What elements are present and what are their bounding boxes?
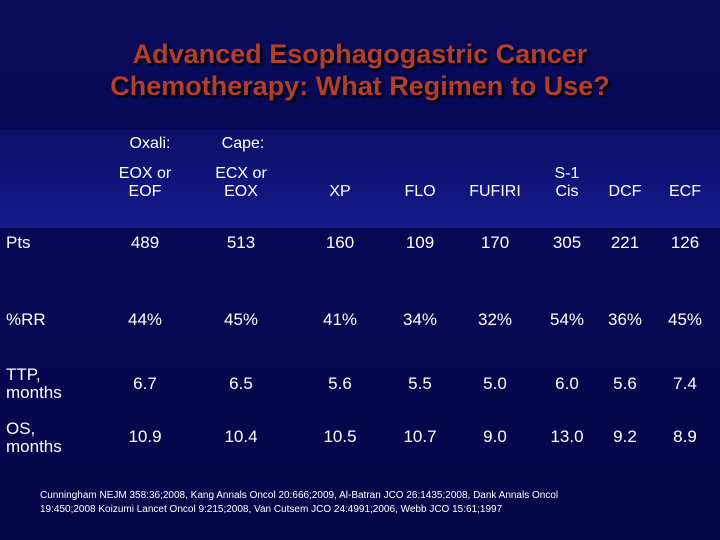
table-cell: 45% [223,310,259,329]
table-cell: 305 [552,233,582,252]
column-header-line: DCF [608,183,642,200]
table-cell: 41% [322,310,358,329]
table-cell: 34% [402,310,438,329]
table-cell: 13.0 [550,427,584,446]
column-header-line: Cis [555,183,579,200]
table-cell: 10.9 [128,427,162,446]
table-header-band [0,130,720,228]
table-cell: 221 [610,233,640,252]
table-cell: 5.6 [613,374,637,393]
table-cell: 6.0 [555,374,579,393]
table-cell: 126 [670,233,700,252]
row-label-line: OS, [6,419,36,438]
table-cell: 489 [130,233,160,252]
table-cell: 9.2 [613,427,637,446]
column-header-s1-cis: S-1 Cis [532,165,602,201]
column-header-line: ECX or [215,165,267,182]
table-cell: 10.4 [224,427,258,446]
column-header-line [300,165,380,183]
row-label-line: months [6,437,62,456]
row-label-line: %RR [6,310,46,329]
group-label-oxali: Oxali: [129,135,171,152]
column-header-line: EOX or [118,165,172,182]
table-cell: 6.7 [133,374,157,393]
table-cell: 109 [405,233,435,252]
table-cell: 170 [480,233,510,252]
column-header-line: ECF [669,183,701,200]
table-cell: 36% [607,310,643,329]
column-header-fufiri: FUFIRI [450,165,540,201]
table-cell: 10.5 [323,427,357,446]
column-header-flo: FLO [380,165,460,201]
column-header-line [380,165,460,183]
table-cell: 45% [667,310,703,329]
column-header-ecf: ECF [650,165,720,201]
row-label-line: months [6,383,62,402]
column-header-line: EOX [224,183,258,200]
table-cell: 5.5 [408,374,432,393]
column-header-line: FLO [404,183,436,200]
slide-title: Advanced Esophagogastric Cancer Chemothe… [0,38,720,102]
table-cell: 8.9 [673,427,697,446]
column-header-line: FUFIRI [469,183,521,200]
table-cell: 6.5 [229,374,253,393]
table-cell: 44% [127,310,163,329]
row-label-line: TTP, [6,365,41,384]
column-header-line [650,165,720,183]
table-cell: 5.0 [483,374,507,393]
title-line-1: Advanced Esophagogastric Cancer [132,39,588,69]
row-label: Pts [6,234,31,252]
table-cell: 5.6 [328,374,352,393]
table-cell: 7.4 [673,374,697,393]
table-cell: 10.7 [403,427,437,446]
table-cell: 513 [226,233,256,252]
footnote-line-2: 19:450;2008 Koizumi Lancet Oncol 9:215;2… [40,504,503,515]
table-cell: 160 [325,233,355,252]
column-header-ecx-eox: ECX or EOX [196,165,286,201]
group-label-cape: Cape: [221,135,265,152]
column-header-line: XP [329,183,351,200]
row-label: OS, months [6,420,62,456]
row-label-line: Pts [6,233,31,252]
column-header-line [450,165,540,183]
table-cell: 9.0 [483,427,507,446]
column-header-line: EOF [128,183,162,200]
column-header-xp: XP [300,165,380,201]
table-cell: 32% [477,310,513,329]
table-cell: 54% [549,310,585,329]
column-header-line: S-1 [554,165,580,182]
title-line-2: Chemotherapy: What Regimen to Use? [110,71,610,101]
column-header-dcf: DCF [590,165,660,201]
row-label: %RR [6,311,46,329]
column-header-eox-eof: EOX or EOF [100,165,190,201]
row-label: TTP, months [6,366,62,402]
references-footnote: Cunningham NEJM 358:36;2008, Kang Annals… [40,489,710,517]
footnote-line-1: Cunningham NEJM 358:36;2008, Kang Annals… [40,490,559,501]
